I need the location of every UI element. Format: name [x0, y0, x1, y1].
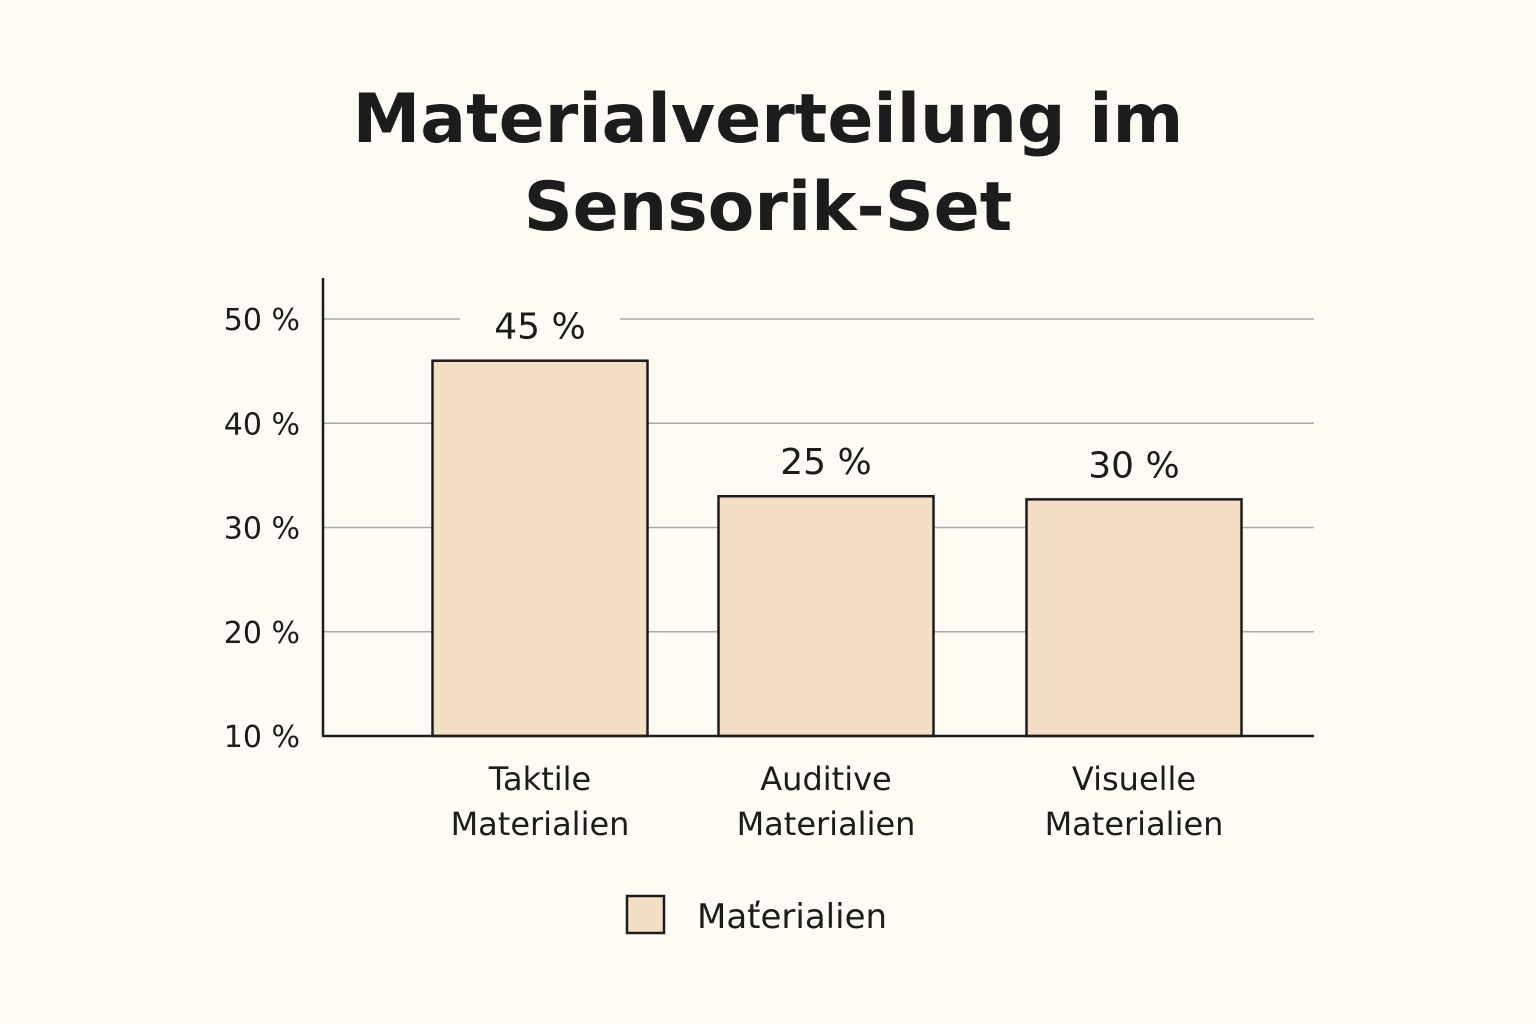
- category-label-2-line-1: Visuelle: [1072, 760, 1196, 798]
- y-tick-label-20: 20 %: [224, 616, 300, 651]
- data-label-1: 25 %: [780, 442, 871, 483]
- chart-title: Materialverteilung im Sensorik-Set: [353, 80, 1184, 247]
- category-label-0-line-2: Materialien: [451, 805, 630, 843]
- y-tick-label-40: 40 %: [224, 407, 300, 442]
- bars: [431, 359, 1243, 738]
- category-label-0: Taktile Materialien: [451, 760, 630, 843]
- category-label-2-line-2: Materialien: [1045, 805, 1224, 843]
- bar-1: [717, 494, 935, 738]
- data-label-bg-0: [460, 302, 620, 349]
- data-label-0: 45 %: [494, 307, 585, 348]
- y-tick-label-30: 30 %: [224, 512, 300, 547]
- y-tick-label-10: 10 %: [224, 720, 300, 755]
- chart-title-line-2: Sensorik-Set: [524, 168, 1013, 247]
- category-label-0-line-1: Taktile: [488, 760, 591, 798]
- category-label-1-line-2: Materialien: [737, 805, 916, 843]
- data-labels: 45 % 25 % 30 %: [460, 302, 1214, 488]
- category-label-1: Auditive Materialien: [737, 760, 916, 843]
- bar-0: [431, 359, 649, 738]
- data-label-bg-2: [1054, 441, 1214, 488]
- bar-2: [1025, 498, 1243, 738]
- legend: Maťerialien: [625, 894, 887, 937]
- y-tick-label-50: 50 %: [224, 303, 300, 338]
- legend-label: Maťerialien: [697, 897, 887, 937]
- legend-swatch: [625, 894, 666, 935]
- category-label-2: Visuelle Materialien: [1045, 760, 1224, 843]
- chart-title-line-1: Materialverteilung im: [353, 80, 1184, 159]
- data-label-bg-1: [746, 438, 906, 485]
- data-label-2: 30 %: [1088, 445, 1179, 486]
- y-axis-ticks: 10 % 20 % 30 % 40 % 50 %: [224, 303, 300, 755]
- category-label-1-line-1: Auditive: [760, 760, 891, 798]
